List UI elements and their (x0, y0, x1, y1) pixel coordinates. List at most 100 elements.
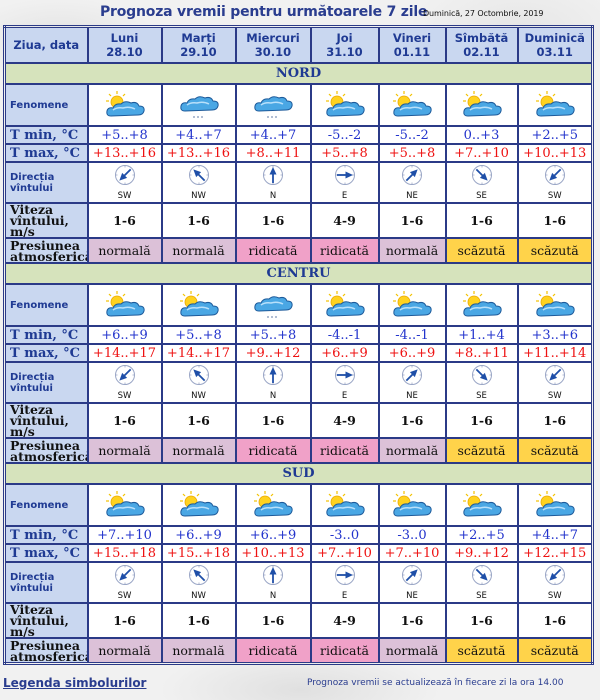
day-name: Miercuri (246, 31, 300, 45)
compass-arrow-icon (114, 564, 136, 590)
pressure-value: scăzută (444, 437, 519, 464)
sun-cloud-icon (520, 490, 591, 520)
region-title: NORD (3, 62, 594, 85)
weather-cell (234, 483, 312, 527)
row-label: T min, °C (3, 525, 89, 545)
fenomene-row: Fenomene (3, 483, 594, 527)
pressure-value: scăzută (444, 637, 519, 665)
compass-arrow-icon (262, 364, 284, 390)
tmin-value: +2..+5 (444, 525, 519, 545)
row-label: Viteza vîntului, m/s (3, 202, 89, 239)
legend-link[interactable]: Legenda simbolurilor (3, 676, 147, 690)
cloud-snow-icon (238, 90, 309, 120)
wind-direction-label: NE (406, 391, 418, 401)
wind-speed-value: 1-6 (444, 402, 519, 439)
row-label: Fenomene (3, 83, 89, 127)
wind-speed-value: 1-6 (160, 402, 237, 439)
weather-cell (516, 283, 594, 327)
wind-speed-value: 1-6 (86, 602, 163, 639)
compass-arrow-icon (262, 164, 284, 190)
wind-direction-label: SW (117, 191, 132, 201)
row-label: T min, °C (3, 125, 89, 145)
compass-arrow-icon (471, 364, 493, 390)
tmax-value: +10..+13 (516, 143, 594, 163)
pressure-value: normală (377, 237, 447, 264)
compass-arrow-icon (188, 164, 210, 190)
day-name: Marți (181, 31, 216, 45)
header-row: Ziua, data Luni 28.10 Marți 29.10 Miercuri… (3, 25, 594, 64)
label-line: Presiunea (10, 638, 80, 653)
wind-direction-cell: SW (86, 161, 163, 204)
compass-arrow-icon (401, 364, 423, 390)
pressure-value: ridicată (234, 637, 312, 665)
row-label: Viteza vîntului, m/s (3, 602, 89, 639)
wind-speed-value: 1-6 (86, 402, 163, 439)
sun-cloud-icon (90, 490, 160, 520)
pressure-value: normală (377, 637, 447, 665)
pressure-row: Presiunea atmosferică normală normală ridica… (3, 237, 594, 264)
wind-direction-cell: SW (516, 161, 594, 204)
row-label: T max, °C (3, 343, 89, 363)
label-line: Viteza (10, 403, 54, 417)
update-note: Prognoza vremii se actualizează în fieca… (307, 678, 564, 688)
wind-speed-value: 1-6 (234, 202, 312, 239)
row-label: Presiunea atmosferică (3, 637, 89, 665)
label-line: Viteza (10, 203, 54, 217)
sun-cloud-icon (164, 490, 234, 520)
tmin-value: +5..+8 (234, 325, 312, 345)
pressure-value: scăzută (516, 237, 594, 264)
row-label: Fenomene (3, 283, 89, 327)
region-title: SUD (3, 462, 594, 485)
row-label: Direcția vîntului (3, 161, 89, 204)
row-label: Viteza vîntului, m/s (3, 402, 89, 439)
tmax-value: +11..+14 (516, 343, 594, 363)
weather-cell (234, 83, 312, 127)
wind-direction-cell: NW (160, 361, 237, 404)
label-line: Direcția (10, 371, 55, 383)
weather-cell (86, 283, 163, 327)
wind-speed-value: 1-6 (377, 402, 447, 439)
tmax-value: +14..+17 (160, 343, 237, 363)
day-header: Miercuri 30.10 (234, 25, 312, 64)
wind-direction-cell: NW (160, 161, 237, 204)
tmin-value: +4..+7 (160, 125, 237, 145)
cloud-snow-icon (238, 290, 309, 320)
row-label: T min, °C (3, 325, 89, 345)
tmax-value: +13..+16 (86, 143, 163, 163)
wind-speed-value: 1-6 (86, 202, 163, 239)
corner-label: Ziua, data (3, 25, 89, 64)
wind-speed-value: 1-6 (377, 602, 447, 639)
wind-direction-label: SE (476, 591, 487, 601)
wind-speed-value: 1-6 (516, 602, 594, 639)
tmax-value: +8..+11 (444, 343, 519, 363)
wind-direction-cell: N (234, 561, 312, 604)
compass-arrow-icon (334, 364, 356, 390)
wind-direction-label: N (269, 191, 277, 201)
wind-direction-label: NW (191, 191, 206, 201)
pressure-value: normală (160, 237, 237, 264)
tmin-value: +1..+4 (444, 325, 519, 345)
day-header: Marți 29.10 (160, 25, 237, 64)
tmin-row: T min, °C +7..+10 +6..+9 +6..+9 -3..0 -3..0 +2… (3, 525, 594, 545)
wind-direction-cell: NE (377, 561, 447, 604)
weather-cell (160, 483, 237, 527)
wind-direction-label: NW (191, 591, 206, 601)
sun-cloud-icon (448, 490, 516, 520)
day-name: Sîmbătă (454, 31, 509, 45)
row-label: T max, °C (3, 143, 89, 163)
pressure-value: normală (86, 637, 163, 665)
page-header: Prognoza vremii pentru următoarele 7 zil… (0, 0, 600, 26)
wind-speed-row: Viteza vîntului, m/s 1-6 1-6 1-6 4-9 1-6 1-6 1-6 (3, 202, 594, 239)
wind-direction-cell: NE (377, 361, 447, 404)
compass-arrow-icon (471, 164, 493, 190)
weather-cell (444, 483, 519, 527)
day-date: 31.10 (326, 45, 363, 59)
compass-arrow-icon (544, 364, 566, 390)
tmin-value: -4..-1 (309, 325, 380, 345)
wind-direction-cell: N (234, 361, 312, 404)
sun-cloud-icon (520, 290, 591, 320)
wind-direction-label: NE (406, 191, 418, 201)
wind-direction-label: E (341, 191, 348, 201)
wind-direction-cell: SW (516, 561, 594, 604)
wind-direction-cell: E (309, 161, 380, 204)
